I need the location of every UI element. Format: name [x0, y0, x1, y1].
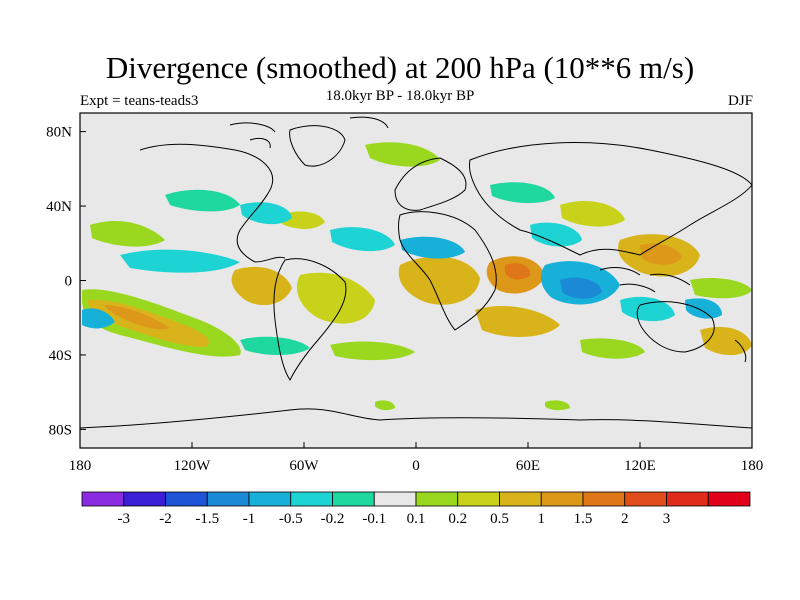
- divergence-patch-south-america: [296, 272, 375, 324]
- coastline-new-zealand: [734, 339, 747, 363]
- colorbar-swatch: [206, 491, 250, 507]
- convergence-patch-southern-subtropics: [240, 336, 310, 355]
- convergence-patch-north-indian: [530, 222, 582, 247]
- convergence-band-east-pacific: [120, 249, 240, 273]
- lon-tick-label: 60E: [516, 458, 540, 474]
- convergence-core-indian-ocean: [560, 277, 602, 299]
- divergence-patch-southern-ocean-1: [375, 400, 395, 411]
- colorbar-label: 1.5: [574, 511, 593, 527]
- lon-tick-label: 120W: [174, 458, 212, 474]
- convergence-patch-arctic: [490, 182, 555, 204]
- colorbar-label: 0.2: [448, 511, 467, 527]
- colorbar-swatch: [248, 491, 292, 507]
- coastline-north-america: [139, 143, 286, 263]
- colorbar: [81, 491, 751, 507]
- convergence-patch-southwest-pacific: [685, 298, 722, 319]
- convergence-patch-south-america-coast: [330, 227, 395, 252]
- lat-tick-label: 80N: [46, 125, 72, 141]
- convergence-band-south-east-pacific: [82, 308, 115, 329]
- colorbar-label: 1: [538, 511, 546, 527]
- colorbar-swatch: [624, 491, 667, 507]
- colorbar-swatch: [165, 491, 208, 507]
- colorbar-swatch: [540, 491, 584, 507]
- longitude-axis: 180 120W 60W 0 60E 120E 180: [69, 442, 764, 474]
- convergence-patch-north-pacific: [165, 189, 240, 212]
- coastline-australia: [636, 301, 715, 353]
- colorbar-swatch: [666, 491, 709, 507]
- plot-title: Divergence (smoothed) at 200 hPa (10**6 …: [105, 50, 695, 85]
- colorbar-labels: -3 -2 -1.5 -1 -0.5 -0.2 -0.1 0.1 0.2 0.5 1 1.5 2 3: [118, 511, 671, 527]
- colorbar-label: -3: [118, 511, 131, 527]
- divergence-peak-east-africa: [505, 263, 531, 280]
- coastline-arctic-islands: [229, 116, 389, 149]
- divergence-patch-west-pacific: [690, 278, 752, 299]
- colorbar-label: -2: [159, 511, 172, 527]
- coastline-europe: [394, 157, 467, 211]
- season-label: DJF: [727, 93, 753, 109]
- latitude-axis: 80N 40N 0 40S 80S: [46, 125, 86, 438]
- colorbar-label: -1.5: [195, 511, 219, 527]
- colorbar-label: -1: [243, 511, 256, 527]
- convergence-patch-north-america: [240, 202, 292, 225]
- lat-tick-label: 80S: [49, 422, 72, 438]
- coastline-greenland: [289, 125, 346, 167]
- colorbar-label: 0.5: [490, 511, 509, 527]
- divergence-patch-south-atlantic: [330, 341, 415, 361]
- period-label: 18.0kyr BP - 18.0kyr BP: [325, 88, 475, 104]
- coastline-africa: [398, 211, 497, 331]
- coastline-south-america: [273, 258, 347, 381]
- coastlines: [80, 116, 752, 429]
- divergence-patch-south-indian: [580, 338, 645, 359]
- colorbar-swatch: [373, 491, 417, 507]
- colorbar-swatch: [81, 491, 125, 507]
- coastline-asia: [469, 142, 752, 256]
- divergence-field: [82, 142, 752, 411]
- divergence-patch-indian-ocean-south: [475, 305, 560, 337]
- colorbar-label: 3: [663, 511, 671, 527]
- colorbar-label: -0.5: [279, 511, 303, 527]
- lon-tick-label: 180: [69, 458, 92, 474]
- colorbar-swatch: [457, 491, 500, 507]
- divergence-patch-north-pacific: [90, 220, 165, 247]
- colorbar-label: -0.2: [321, 511, 345, 527]
- colorbar-swatch: [415, 491, 459, 507]
- divergence-peak-south-pacific: [104, 305, 170, 330]
- coastline-antarctica: [80, 408, 752, 429]
- colorbar-swatch: [290, 491, 333, 507]
- lon-tick-label: 180: [741, 458, 764, 474]
- lat-tick-label: 40N: [46, 199, 72, 215]
- colorbar-swatch: [499, 491, 542, 507]
- divergence-patch-north-atlantic: [365, 142, 440, 167]
- lon-tick-label: 120E: [624, 458, 656, 474]
- colorbar-swatch: [707, 491, 751, 507]
- colorbar-swatch: [123, 491, 166, 507]
- convergence-patch-australia: [620, 296, 675, 322]
- colorbar-swatch: [332, 491, 375, 507]
- convergence-patch-atlantic: [400, 236, 465, 259]
- colorbar-label: 2: [621, 511, 629, 527]
- lat-tick-label: 0: [65, 274, 73, 290]
- colorbar-swatch: [582, 491, 626, 507]
- lon-tick-label: 60W: [289, 458, 319, 474]
- divergence-patch-africa: [398, 256, 480, 305]
- experiment-label: Expt = teans-teads3: [80, 93, 199, 109]
- coastline-maritime-continent: [599, 267, 691, 293]
- colorbar-label: -0.1: [362, 511, 386, 527]
- divergence-patch-asia: [560, 200, 625, 227]
- divergence-patch-southern-ocean-2: [545, 400, 570, 411]
- lon-tick-label: 0: [412, 458, 420, 474]
- lat-tick-label: 40S: [49, 348, 72, 364]
- colorbar-label: 0.1: [407, 511, 426, 527]
